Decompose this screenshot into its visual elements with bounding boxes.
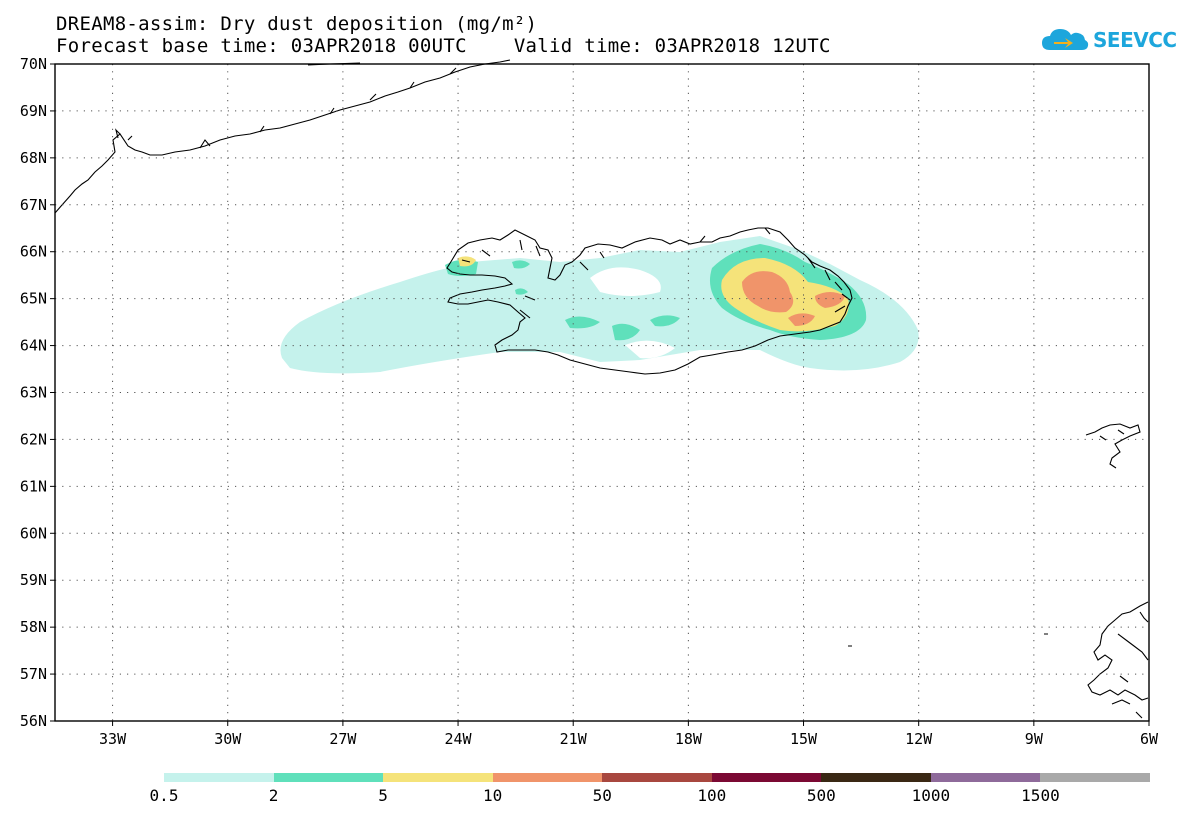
coastline — [54, 59, 1149, 719]
latitude-labels: 70N 69N 68N 67N 66N 65N 64N 63N 62N 61N 60N 59N 58N 5… — [20, 55, 47, 730]
lat-tick-label: 70N — [20, 55, 47, 73]
lon-tick-label: 33W — [99, 730, 127, 748]
colorbar-label: 10 — [483, 786, 503, 805]
lat-tick-label: 69N — [20, 102, 47, 120]
dust-deposition-field — [280, 236, 919, 374]
colorbar-segment — [711, 773, 822, 782]
colorbar-label: 50 — [592, 786, 612, 805]
lon-tick-label: 12W — [905, 730, 933, 748]
chart-title: DREAM8-assim: Dry dust deposition (mg/m²… — [56, 13, 538, 35]
logo-text: SEEVCCC — [1093, 28, 1177, 52]
colorbar-label: 0.5 — [149, 786, 179, 805]
lat-tick-label: 66N — [20, 243, 47, 261]
colorbar-segment — [383, 773, 494, 782]
lon-tick-label: 27W — [329, 730, 357, 748]
colorbar-segment — [602, 773, 713, 782]
lat-tick-label: 62N — [20, 430, 47, 448]
lat-tick-label: 67N — [20, 196, 47, 214]
cloud-icon — [1042, 29, 1089, 50]
lat-tick-label: 63N — [20, 384, 47, 402]
lat-tick-label: 59N — [20, 571, 47, 589]
colorbar-segment — [930, 773, 1041, 782]
axis-ticks — [50, 63, 1150, 726]
colorbar-segment — [1040, 773, 1151, 782]
colorbar-label: 500 — [806, 786, 836, 805]
lon-tick-label: 18W — [675, 730, 703, 748]
colorbar-segment — [164, 773, 275, 782]
colorbar-label: 100 — [697, 786, 727, 805]
lon-tick-label: 21W — [560, 730, 588, 748]
colorbar-segment — [492, 773, 603, 782]
lon-tick-label: 9W — [1025, 730, 1044, 748]
colorbar-label: 1500 — [1021, 786, 1060, 805]
lat-tick-label: 68N — [20, 149, 47, 167]
colorbar-label: 2 — [268, 786, 279, 805]
lon-tick-label: 6W — [1140, 730, 1159, 748]
contour-10 — [742, 271, 794, 313]
lat-tick-label: 65N — [20, 290, 47, 308]
lat-tick-label: 61N — [20, 477, 47, 495]
lat-tick-label: 56N — [20, 712, 47, 730]
longitude-labels: 33W 30W 27W 24W 21W 18W 15W 12W 9W 6W — [99, 730, 1159, 748]
colorbar-label: 1000 — [911, 786, 951, 805]
lat-tick-label: 57N — [20, 665, 47, 683]
lon-tick-label: 24W — [445, 730, 473, 748]
lon-tick-label: 30W — [214, 730, 242, 748]
colorbar-segment — [273, 773, 384, 782]
chart-subtitle: Forecast base time: 03APR2018 00UTC Vali… — [56, 35, 831, 57]
lat-tick-label: 60N — [20, 524, 47, 542]
lat-tick-label: 58N — [20, 618, 47, 636]
colorbar-label: 5 — [378, 786, 388, 805]
colorbar-segment — [821, 773, 932, 782]
lat-tick-label: 64N — [20, 337, 47, 355]
seevccc-logo: SEEVCCC — [1040, 26, 1177, 54]
lon-tick-label: 15W — [790, 730, 818, 748]
lat-lon-grid — [55, 64, 1149, 721]
